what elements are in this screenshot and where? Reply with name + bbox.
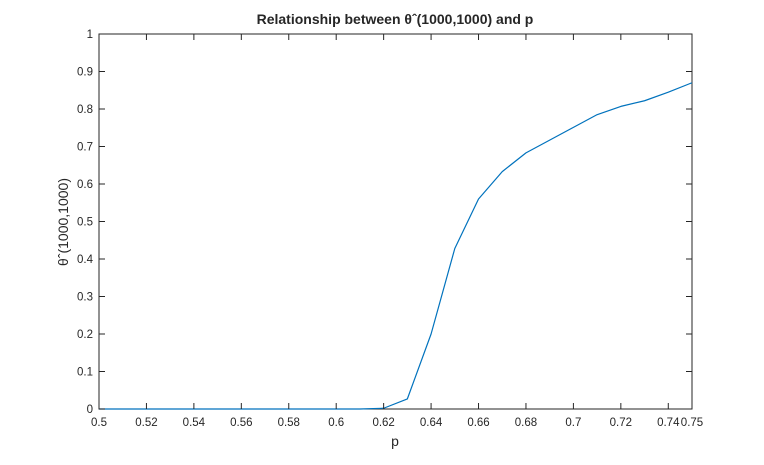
series-line: [99, 82, 693, 410]
x-tick-label: 0.54: [183, 417, 206, 429]
x-tick-label: 0.62: [372, 417, 394, 429]
x-tick-label: 0.66: [467, 417, 489, 429]
y-tick-label: 0.1: [77, 367, 93, 379]
chart-title: Relationship between θˆ(1000,1000) and p: [257, 11, 534, 27]
y-tick-label: 0.5: [77, 217, 93, 229]
x-tick-label: 0.5: [91, 417, 107, 429]
plot-area: [98, 33, 693, 410]
y-tick-label: 0: [87, 404, 93, 416]
x-tick-label: 0.6: [328, 417, 344, 429]
x-tick-label: 0.64: [420, 417, 443, 429]
ticks-layer: 0.5 0.52 0.54 0.56 0.58 0.6 0.62 0.64 0.66 0.68 0.…: [77, 29, 703, 429]
x-tick-label: 0.58: [278, 417, 300, 429]
x-tick-label: 0.52: [135, 417, 157, 429]
y-tick-label: 0.4: [77, 254, 94, 266]
y-tick-label: 1: [87, 29, 93, 41]
y-tick-label: 0.3: [77, 292, 93, 304]
y-tick-label: 0.8: [77, 104, 93, 116]
y-tick-label: 0.7: [77, 142, 93, 154]
x-tick-label: 0.72: [610, 417, 632, 429]
y-tick-label: 0.9: [77, 67, 93, 79]
x-tick-label: 0.56: [230, 417, 252, 429]
y-tick-label: 0.6: [77, 179, 93, 191]
x-tick-label: 0.75: [681, 417, 703, 429]
x-tick-label: 0.7: [565, 417, 581, 429]
x-tick-label: 0.68: [515, 417, 537, 429]
y-axis-label: θˆ(1000,1000): [55, 178, 71, 266]
x-axis-label: p: [391, 433, 399, 449]
y-tick-label: 0.2: [77, 329, 93, 341]
series-layer: [99, 82, 693, 410]
x-tick-label: 0.74: [657, 417, 680, 429]
